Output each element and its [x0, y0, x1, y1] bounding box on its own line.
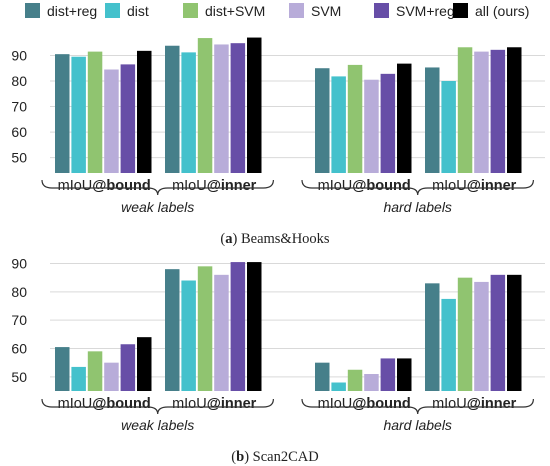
panel-caption: (a) Beams&Hooks: [220, 231, 330, 247]
bar-g1-m0-s3: [364, 79, 379, 173]
bar-g0-m1-s1: [181, 52, 196, 173]
panel-beams-hooks: 50 60 70 80 90 mIoU@bound mIoU@inner weak label…: [11, 37, 545, 247]
y-tick-label: 70: [11, 312, 27, 328]
bar-g0-m0-s4: [120, 64, 136, 173]
group-bracket: [41, 398, 274, 415]
y-tick-label: 80: [11, 284, 27, 300]
metric-label: mIoU@inner: [172, 396, 257, 412]
bar-g1-m1-s1: [441, 298, 456, 391]
bar-g0-m1-s2: [197, 266, 213, 391]
bar-g1-m0-s0: [315, 362, 330, 391]
bar-g1-m0-s2: [347, 369, 363, 391]
bar-g0-m1-s3: [214, 44, 229, 174]
bar-g1-m1-s3: [474, 281, 489, 391]
y-tick-label: 90: [11, 47, 27, 63]
bar-g1-m1-s2: [457, 47, 473, 174]
legend-label-4: SVM+reg: [396, 3, 455, 19]
group-label: weak labels: [121, 199, 194, 215]
legend-swatch-2: [183, 3, 198, 18]
metric-label: mIoU@bound: [58, 178, 151, 194]
bar-g0-m0-s1: [71, 366, 86, 391]
legend: dist+reg dist dist+SVM SVM SVM+reg all (ours): [25, 3, 529, 19]
legend-label-1: dist: [127, 3, 149, 19]
bar-g1-m1-s4: [490, 274, 506, 391]
bar-g0-m0-s3: [104, 362, 119, 391]
bar-g1-m1-s1: [441, 81, 456, 173]
metric-label: mIoU@bound: [58, 396, 151, 412]
group-label: hard labels: [383, 199, 452, 215]
bar-g1-m1-s4: [490, 49, 506, 174]
panel-caption: (b) Scan2CAD: [231, 449, 318, 465]
bar-g0-m0-s2: [87, 51, 103, 173]
bar-g1-m0-s5: [397, 63, 412, 173]
metric-label: mIoU@inner: [432, 178, 517, 194]
bar-g1-m0-s1: [331, 76, 346, 173]
bar-g1-m0-s5: [397, 358, 412, 391]
metric-label: mIoU@inner: [172, 178, 257, 194]
y-tick-label: 70: [11, 99, 27, 115]
y-tick-label: 60: [11, 124, 27, 140]
bar-g0-m1-s5: [247, 37, 262, 173]
metric-label: mIoU@bound: [318, 396, 411, 412]
bar-g0-m0-s0: [55, 54, 70, 173]
bar-g1-m0-s4: [380, 73, 396, 173]
bar-g0-m0-s5: [137, 337, 152, 391]
group-label: weak labels: [121, 417, 194, 433]
group-label: hard labels: [383, 417, 452, 433]
legend-label-2: dist+SVM: [205, 3, 265, 19]
legend-swatch-1: [105, 3, 120, 18]
bar-g1-m0-s4: [380, 358, 396, 391]
bar-g0-m0-s3: [104, 69, 119, 173]
bar-g0-m1-s4: [230, 43, 246, 173]
legend-swatch-4: [374, 3, 389, 18]
group-bracket: [41, 179, 274, 196]
bar-g0-m0-s1: [71, 56, 86, 173]
y-tick-label: 90: [11, 256, 27, 272]
bar-g1-m1-s0: [425, 283, 440, 391]
y-tick-label: 80: [11, 73, 27, 89]
bar-g0-m0-s4: [120, 344, 136, 391]
bar-g0-m0-s0: [55, 347, 70, 391]
bar-g1-m0-s3: [364, 374, 379, 391]
legend-label-3: SVM: [311, 3, 341, 19]
bar-g0-m1-s2: [197, 38, 213, 173]
y-tick-label: 60: [11, 341, 27, 357]
bar-g1-m1-s5: [507, 47, 522, 174]
y-tick-label: 50: [11, 150, 27, 166]
group-bracket: [301, 398, 534, 415]
bar-g0-m0-s5: [137, 50, 152, 173]
bar-g1-m1-s0: [425, 67, 440, 173]
bar-g1-m1-s2: [457, 277, 473, 391]
legend-swatch-5: [453, 3, 468, 18]
metric-label: mIoU@inner: [432, 396, 517, 412]
legend-label-5: all (ours): [475, 3, 529, 19]
bar-g0-m1-s1: [181, 280, 196, 391]
panel-scan2cad: 50 60 70 80 90 mIoU@bound mIoU@inner weak label…: [11, 256, 545, 465]
metric-label: mIoU@bound: [318, 178, 411, 194]
legend-swatch-3: [289, 3, 304, 18]
legend-label-0: dist+reg: [47, 3, 97, 19]
bar-g1-m1-s5: [507, 274, 522, 391]
bar-g1-m0-s1: [331, 382, 346, 391]
bar-g0-m1-s3: [214, 274, 229, 391]
group-bracket: [301, 179, 534, 196]
bar-g0-m1-s4: [230, 262, 246, 391]
y-tick-label: 50: [11, 369, 27, 385]
bar-g0-m1-s0: [165, 269, 180, 391]
bar-g1-m0-s2: [347, 64, 363, 173]
bar-g1-m0-s0: [315, 68, 330, 173]
bar-g1-m1-s3: [474, 51, 489, 173]
bar-g0-m0-s2: [87, 351, 103, 391]
bar-g0-m1-s5: [247, 262, 262, 391]
bar-g0-m1-s0: [165, 45, 180, 173]
legend-swatch-0: [25, 3, 40, 18]
